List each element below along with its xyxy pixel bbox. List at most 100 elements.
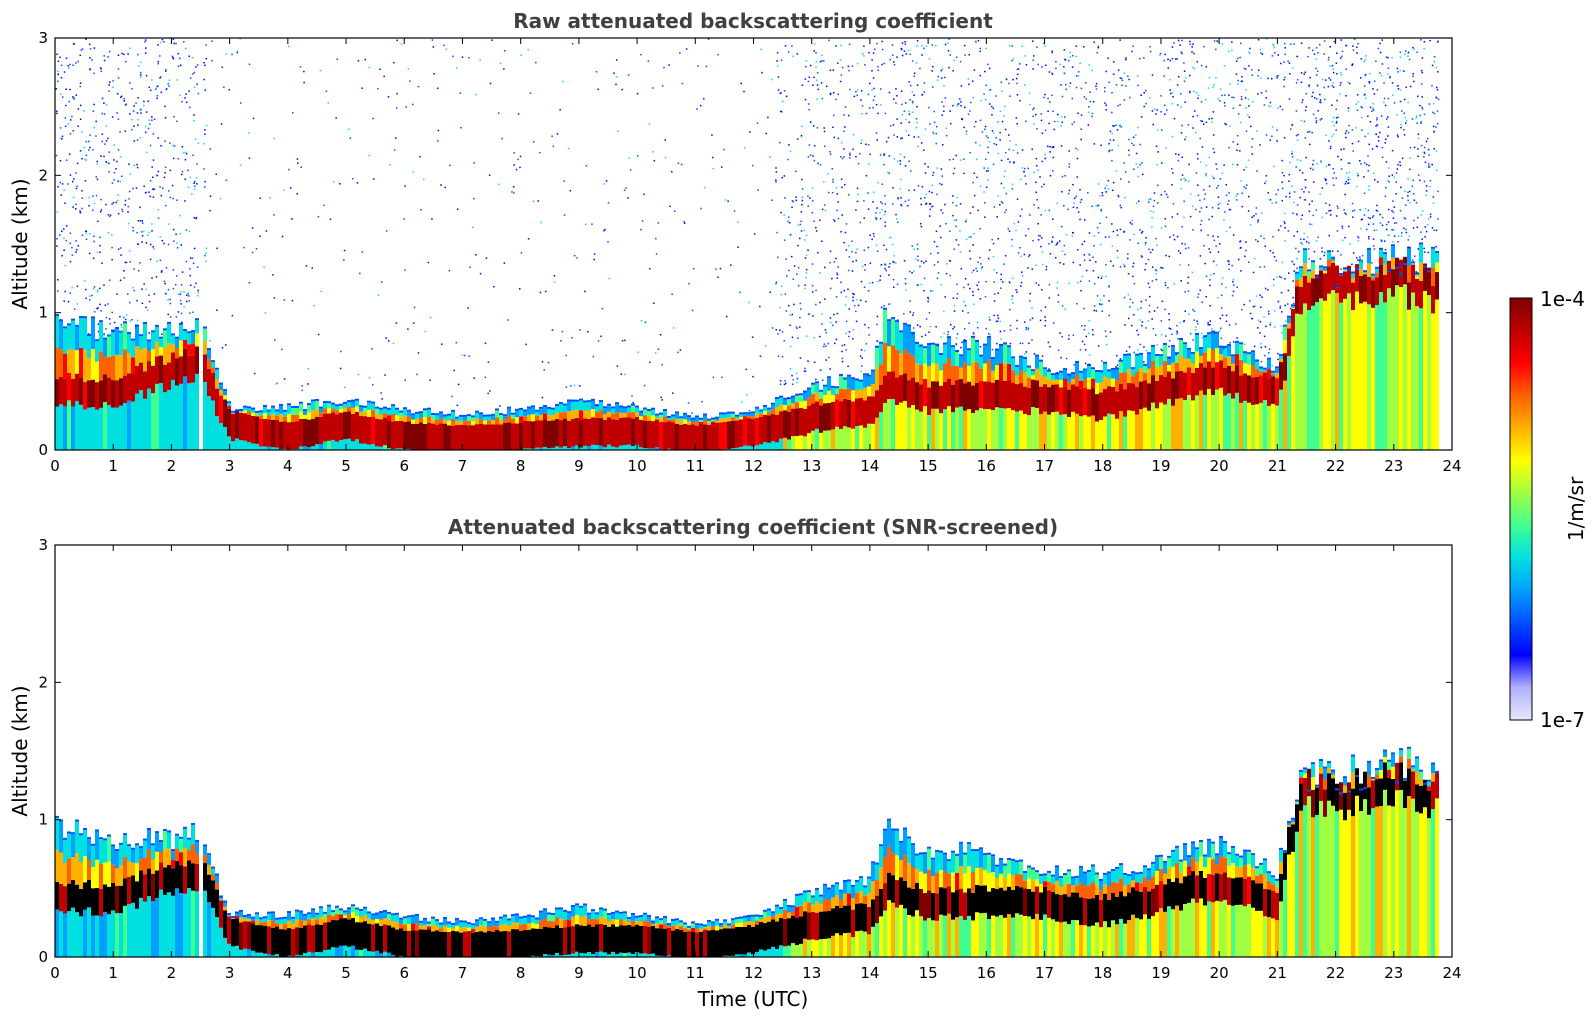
- heatmap-column: [87, 837, 91, 957]
- heatmap-column: [175, 833, 179, 957]
- heatmap-column: [503, 50, 507, 450]
- heatmap-column: [927, 57, 932, 450]
- heatmap-column: [711, 134, 715, 450]
- heatmap-column: [171, 38, 176, 450]
- heatmap-column: [1019, 859, 1023, 957]
- heatmap-column: [1431, 56, 1436, 450]
- heatmap-column: [251, 916, 255, 957]
- heatmap-column: [579, 905, 583, 957]
- heatmap-column: [871, 861, 875, 957]
- heatmap-column: [639, 915, 643, 957]
- heatmap-column: [439, 184, 443, 450]
- heatmap-column: [819, 54, 824, 450]
- heatmap-column: [607, 913, 611, 957]
- heatmap-column: [475, 93, 479, 450]
- heatmap-column: [1175, 39, 1180, 450]
- heatmap-column: [1087, 869, 1091, 957]
- heatmap-column: [1271, 43, 1276, 450]
- heatmap-column: [335, 58, 339, 450]
- heatmap-column: [1139, 871, 1143, 957]
- heatmap-column: [567, 147, 572, 450]
- heatmap-column: [99, 66, 104, 450]
- heatmap-column: [351, 177, 355, 450]
- heatmap-column: [1423, 41, 1428, 450]
- y-tick-label: 3: [38, 29, 48, 47]
- heatmap-column: [1183, 62, 1187, 450]
- heatmap-column: [1419, 769, 1423, 957]
- heatmap-column: [1419, 38, 1424, 450]
- heatmap-column: [91, 47, 96, 450]
- panel-screened-x-axis: 0 1 2 3 4 5 6 7 8 9 10 11 12 13 14 15 16 17 18 19 20 21 22 23 24: [50, 545, 1462, 982]
- heatmap-column: [371, 117, 375, 450]
- heatmap-column: [379, 911, 383, 957]
- heatmap-column: [611, 72, 615, 450]
- heatmap-column: [783, 898, 787, 957]
- heatmap-column: [387, 96, 391, 450]
- colorbar-bar: [1509, 297, 1533, 721]
- heatmap-column: [923, 852, 927, 957]
- heatmap-column: [503, 914, 507, 957]
- heatmap-column: [527, 48, 532, 450]
- heatmap-column: [971, 69, 976, 450]
- heatmap-column: [1187, 40, 1192, 450]
- heatmap-column: [563, 909, 567, 957]
- heatmap-column: [1415, 756, 1419, 957]
- heatmap-column: [1255, 38, 1260, 450]
- heatmap-column: [1175, 845, 1179, 957]
- heatmap-column: [235, 911, 239, 957]
- heatmap-column: [479, 917, 483, 957]
- heatmap-column: [1271, 875, 1275, 957]
- x-tick-label: 1: [108, 964, 118, 982]
- heatmap-column: [231, 915, 235, 957]
- heatmap-column: [343, 910, 347, 957]
- heatmap-column: [267, 911, 271, 957]
- heatmap-column: [195, 64, 200, 450]
- heatmap-column: [1207, 76, 1212, 450]
- heatmap-column: [747, 131, 751, 450]
- heatmap-column: [179, 836, 183, 957]
- heatmap-column: [771, 911, 775, 957]
- heatmap-column: [635, 92, 640, 450]
- heatmap-column: [815, 51, 820, 450]
- x-tick-label: 22: [1326, 457, 1345, 475]
- y-tick-label: 1: [38, 304, 48, 322]
- heatmap-column: [1051, 50, 1056, 450]
- heatmap-column: [1347, 81, 1351, 450]
- x-tick-label: 5: [341, 457, 351, 475]
- heatmap-column: [831, 69, 836, 450]
- heatmap-column: [127, 844, 131, 957]
- heatmap-column: [1239, 855, 1243, 957]
- heatmap-column: [1135, 872, 1139, 957]
- heatmap-column: [391, 61, 396, 450]
- heatmap-column: [1155, 109, 1159, 450]
- x-tick-label: 9: [574, 964, 584, 982]
- heatmap-column: [279, 917, 283, 957]
- heatmap-column: [463, 920, 467, 957]
- heatmap-column: [423, 917, 427, 957]
- x-tick-label: 11: [686, 964, 705, 982]
- heatmap-column: [1367, 760, 1371, 957]
- heatmap-column: [1147, 868, 1151, 957]
- heatmap-column: [255, 912, 259, 957]
- heatmap-column: [1339, 39, 1344, 450]
- heatmap-column: [1043, 42, 1048, 450]
- heatmap-column: [575, 257, 579, 450]
- heatmap-column: [151, 79, 156, 450]
- heatmap-column: [1143, 865, 1147, 957]
- heatmap-column: [59, 56, 64, 450]
- heatmap-column: [679, 920, 683, 957]
- heatmap-column: [1387, 57, 1391, 450]
- heatmap-column: [1163, 53, 1168, 450]
- heatmap-column: [1203, 854, 1207, 957]
- heatmap-column: [463, 354, 467, 450]
- heatmap-column: [843, 879, 847, 957]
- heatmap-column: [211, 866, 215, 957]
- colorbar: 1e-4 1e-7 1/m/sr: [1509, 287, 1588, 732]
- heatmap-column: [547, 912, 551, 957]
- x-tick-label: 7: [458, 964, 468, 982]
- heatmap-column: [1303, 71, 1308, 450]
- heatmap-column: [1063, 49, 1068, 450]
- heatmap-column: [1119, 863, 1123, 957]
- heatmap-column: [959, 60, 964, 450]
- heatmap-column: [211, 40, 215, 450]
